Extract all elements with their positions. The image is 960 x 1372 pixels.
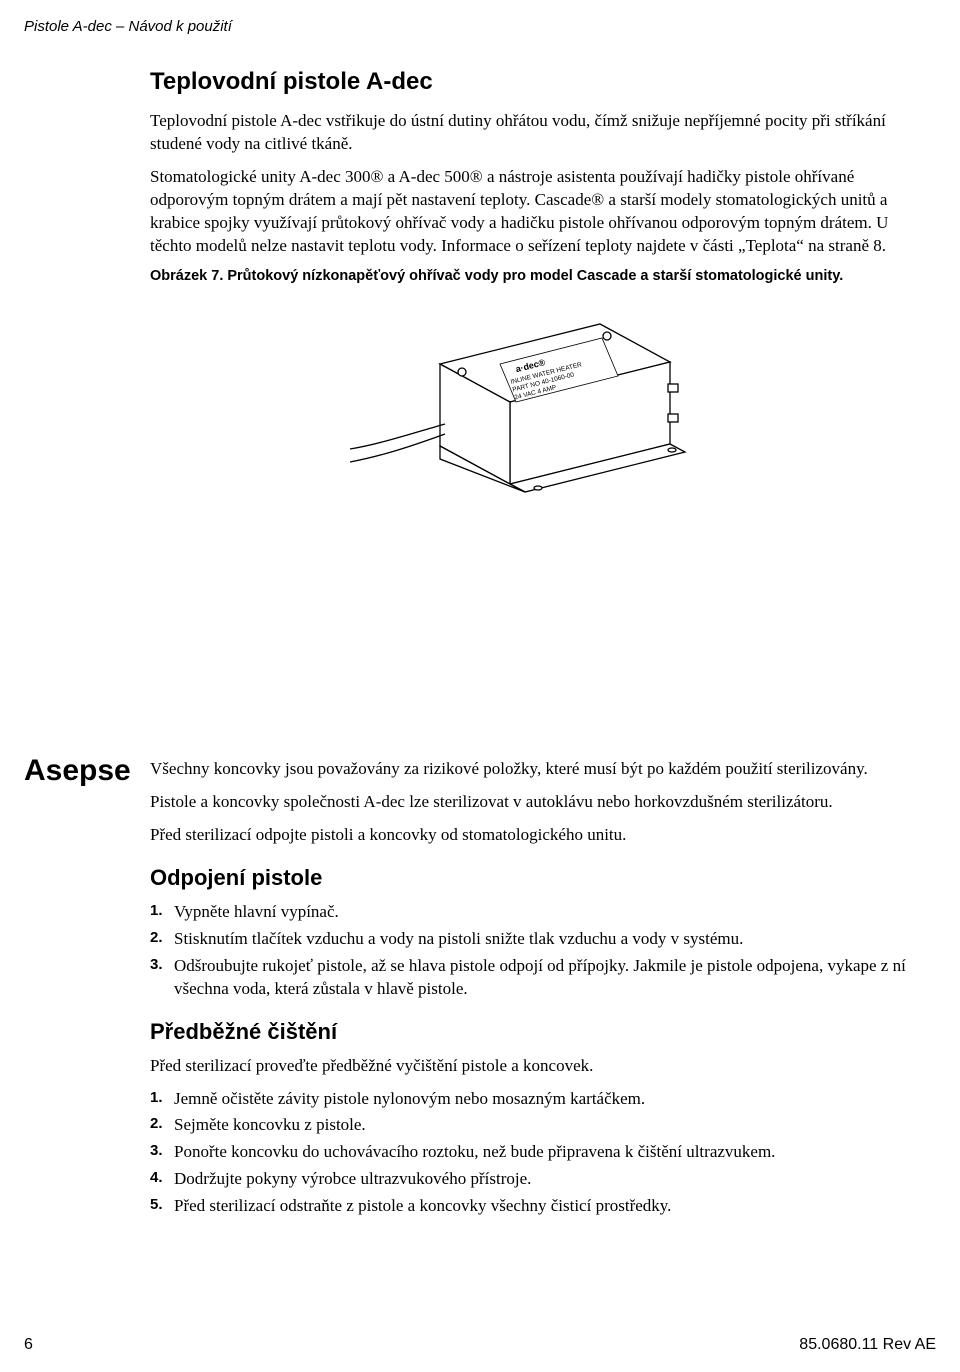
heater-illustration: a·dec® INLINE WATER HEATER PART NO 40-10… [350, 294, 710, 524]
list-item: 3. Ponořte koncovku do uchovávacího rozto… [150, 1141, 910, 1164]
list-item-text: Ponořte koncovku do uchovávacího roztoku… [174, 1142, 775, 1161]
body-paragraph: Před sterilizací proveďte předběžné vyči… [150, 1055, 910, 1078]
list-item: 1. Vypněte hlavní vypínač. [150, 901, 910, 924]
disconnection-list: 1. Vypněte hlavní vypínač. 2. Stisknutím t… [150, 901, 910, 1001]
figure-heater: a·dec® INLINE WATER HEATER PART NO 40-10… [150, 294, 910, 529]
list-item-text: Sejměte koncovku z pistole. [174, 1115, 366, 1134]
list-item: 3. Odšroubujte rukojeť pistole, až se hla… [150, 955, 910, 1001]
list-number: 3. [150, 955, 163, 975]
main-content: Teplovodní pistole A-dec Teplovodní pist… [150, 68, 910, 557]
list-item-text: Stisknutím tlačítek vzduchu a vody na pi… [174, 929, 743, 948]
list-number: 1. [150, 901, 163, 921]
figure-caption: Obrázek 7. Průtokový nízkonapěťový ohřív… [150, 268, 910, 284]
body-paragraph: Teplovodní pistole A-dec vstřikuje do ús… [150, 110, 910, 156]
list-number: 5. [150, 1195, 163, 1215]
section-title: Teplovodní pistole A-dec [150, 68, 910, 96]
body-paragraph: Všechny koncovky jsou považovány za rizi… [150, 758, 910, 781]
disconnection-title: Odpojení pistole [150, 865, 910, 891]
list-item: 5. Před sterilizací odstraňte z pistole a… [150, 1195, 910, 1218]
asepse-section: Všechny koncovky jsou považovány za rizi… [150, 758, 910, 1230]
list-item-text: Dodržujte pokyny výrobce ultrazvukového … [174, 1169, 531, 1188]
doc-revision: 85.0680.11 Rev AE [799, 1336, 936, 1354]
running-header: Pistole A-dec – Návod k použití [24, 18, 232, 35]
list-number: 2. [150, 1114, 163, 1134]
precleaning-title: Předběžné čištění [150, 1019, 910, 1045]
list-number: 1. [150, 1088, 163, 1108]
list-item: 2. Sejměte koncovku z pistole. [150, 1114, 910, 1137]
page-number: 6 [24, 1336, 33, 1354]
list-item-text: Před sterilizací odstraňte z pistole a k… [174, 1196, 671, 1215]
list-item: 2. Stisknutím tlačítek vzduchu a vody na … [150, 928, 910, 951]
list-item-text: Jemně očistěte závity pistole nylonovým … [174, 1089, 645, 1108]
list-item: 4. Dodržujte pokyny výrobce ultrazvukovéh… [150, 1168, 910, 1191]
list-number: 4. [150, 1168, 163, 1188]
body-paragraph: Před sterilizací odpojte pistoli a konco… [150, 824, 910, 847]
page-footer: 6 85.0680.11 Rev AE [24, 1336, 936, 1354]
list-number: 3. [150, 1141, 163, 1161]
precleaning-list: 1. Jemně očistěte závity pistole nylonový… [150, 1088, 910, 1219]
body-paragraph: Stomatologické unity A-dec 300® a A-dec … [150, 166, 910, 258]
list-item-text: Vypněte hlavní vypínač. [174, 902, 339, 921]
list-item-text: Odšroubujte rukojeť pistole, až se hlava… [174, 956, 906, 998]
body-paragraph: Pistole a koncovky společnosti A-dec lze… [150, 791, 910, 814]
list-number: 2. [150, 928, 163, 948]
list-item: 1. Jemně očistěte závity pistole nylonový… [150, 1088, 910, 1111]
asepse-heading: Asepse [24, 754, 131, 788]
